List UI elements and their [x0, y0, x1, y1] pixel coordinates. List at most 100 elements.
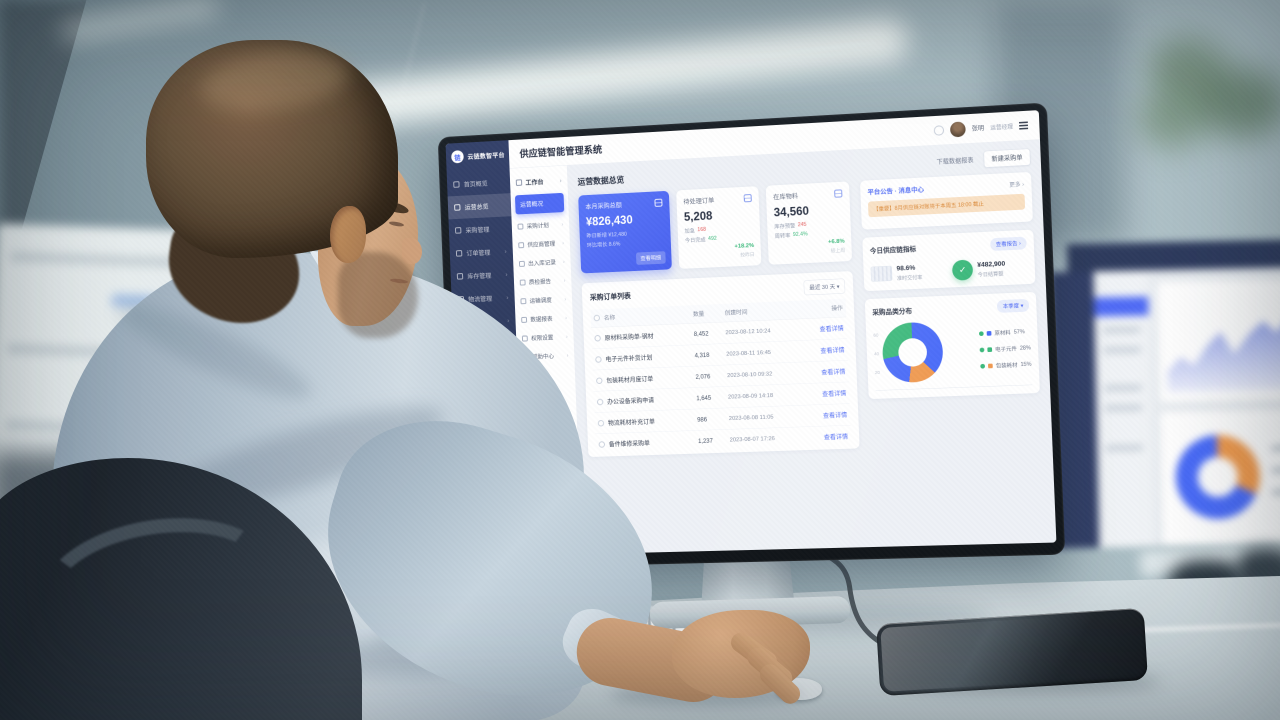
cell-action: 查看详情	[800, 316, 848, 341]
notification-icon[interactable]	[933, 124, 945, 136]
user-name: 张明	[971, 124, 985, 133]
kpi-value: 98.6%	[896, 263, 916, 273]
chevron-right-icon: ›	[565, 333, 568, 340]
stat-line-label: 今日完成	[684, 236, 706, 244]
user-avatar[interactable]	[949, 121, 966, 138]
stat-line-value: 168	[697, 226, 707, 233]
row-checkbox[interactable]	[597, 419, 605, 427]
view-detail-link[interactable]: 查看详情	[819, 324, 844, 333]
legend-label: 原材料	[994, 329, 1011, 337]
view-detail-link[interactable]: 查看详情	[822, 411, 848, 420]
report-button[interactable]: 查看报告 ›	[989, 236, 1027, 252]
submenu-item-label: 供应商管理	[527, 241, 556, 249]
export-button[interactable]: 下载数据报表	[936, 156, 974, 166]
sidebar-item-label: 物流管理	[468, 295, 493, 304]
kpi-item: ✓ ¥482,900 今日结算额	[951, 257, 1028, 281]
kpi-body: 98.6% 准时交付率 ✓ ¥482,900	[870, 257, 1027, 284]
stat-title: 待处理订单	[683, 196, 715, 206]
cell-qty: 1,645	[692, 386, 726, 410]
submenu-top-label: 工作台	[525, 178, 544, 187]
menu-icon	[454, 227, 462, 234]
axis-tick: 20	[874, 369, 880, 376]
blurred-legend	[1271, 467, 1280, 473]
table-filter-select[interactable]: 最近 30 天 ▾	[803, 278, 846, 296]
donut-chart-card: 采购品类分布 本季度 ▾ 60 40 20	[864, 291, 1040, 400]
user-role: 运营经理	[990, 123, 1014, 131]
document-icon	[743, 193, 752, 203]
section-title: 运营数据总览	[577, 175, 625, 187]
chevron-right-icon: ›	[565, 315, 568, 322]
cell-time: 2023-08-08 11:05	[725, 405, 805, 430]
cell-qty: 2,076	[692, 365, 725, 388]
person-beard-stubble	[338, 252, 418, 338]
cell-action: 查看详情	[802, 381, 850, 406]
header-actions: 张明 运营经理	[933, 118, 1028, 138]
cell-qty: 986	[693, 407, 727, 431]
row-checkbox[interactable]	[594, 334, 601, 342]
kpi-value: ¥482,900	[977, 259, 1006, 269]
announcement-banner[interactable]: 【重要】8月供应链对账将于本周五 18:00 截止	[867, 193, 1026, 218]
stat-card-primary: 本月采购总额 ¥826,430 昨日新增 ¥12,480 环比增长 8.6% 查…	[578, 190, 672, 274]
chevron-down-icon: ›	[506, 293, 509, 301]
view-detail-link[interactable]: 查看详情	[823, 432, 849, 441]
background-monitor-right	[1049, 232, 1280, 549]
column-qty: 数量	[689, 303, 723, 324]
submenu-item-label: 权限设置	[531, 334, 554, 342]
blurred-header-bar	[1066, 239, 1280, 273]
sidebar-item[interactable]: 订单管理 ›	[449, 239, 513, 265]
chevron-down-icon: ›	[504, 247, 507, 255]
legend-value: 15%	[1020, 361, 1032, 368]
orders-table-card: 采购订单列表 最近 30 天 ▾ 名称 数量	[581, 271, 860, 458]
folder-icon	[515, 179, 523, 186]
clipboard-icon	[654, 198, 663, 207]
chevron-right-icon: ›	[561, 221, 564, 228]
legend-label: 包装耗材	[995, 361, 1018, 369]
donut-body: 60 40 20 原材料	[873, 318, 1032, 384]
row-checkbox[interactable]	[595, 355, 602, 363]
sidebar-item[interactable]: 库存管理 ›	[450, 262, 514, 288]
detail-button[interactable]: 查看明细	[635, 251, 666, 265]
legend-item: 原材料 57%	[978, 328, 1030, 338]
sidebar-item[interactable]: 采购管理 ›	[449, 216, 513, 242]
donut-chart	[881, 321, 944, 384]
stat-line-value: 492	[707, 235, 717, 242]
legend-swatch-icon	[987, 347, 993, 352]
donut-legend: 原材料 57% 电子元件 28%	[978, 328, 1032, 370]
submenu-item[interactable]: 运输调度 ›	[514, 290, 572, 311]
view-detail-link[interactable]: 查看详情	[821, 367, 846, 376]
stat-value: 5,208	[683, 209, 713, 224]
menu-icon	[455, 250, 463, 257]
select-all-checkbox[interactable]	[593, 314, 601, 322]
row-checkbox[interactable]	[596, 377, 603, 384]
view-detail-link[interactable]: 查看详情	[821, 389, 847, 398]
cell-time: 2023-08-11 16:45	[722, 340, 802, 366]
cell-qty: 4,318	[691, 343, 724, 367]
sidebar-item[interactable]: 首页概览 ›	[447, 170, 511, 196]
submenu-item-label: 采购计划	[526, 222, 549, 230]
stat-line-value: 245	[797, 221, 807, 228]
row-checkbox[interactable]	[596, 398, 604, 406]
legend-dot-icon	[978, 331, 984, 336]
submenu-item-active[interactable]: 运营概况	[514, 192, 565, 215]
left-column: 本月采购总额 ¥826,430 昨日新增 ¥12,480 环比增长 8.6% 查…	[578, 181, 860, 458]
cell-time: 2023-08-09 14:18	[724, 383, 804, 408]
submenu-item[interactable]: 数据报表 ›	[515, 308, 573, 329]
hamburger-menu-icon[interactable]	[1018, 121, 1028, 124]
stat-line-label: 库存预警	[774, 222, 796, 230]
stat-value: ¥826,430	[585, 213, 633, 229]
submenu-item-label: 数据报表	[530, 316, 553, 324]
stat-line: 环比增长 8.6%	[586, 240, 621, 249]
trend-badge: +18.2%	[734, 242, 755, 250]
create-order-button[interactable]: 新建采购单	[983, 148, 1031, 168]
period-select[interactable]: 本季度 ▾	[996, 298, 1030, 313]
sidebar-item[interactable]: 运营总览 ›	[447, 193, 512, 220]
row-checkbox[interactable]	[598, 440, 606, 448]
more-link[interactable]: 更多 ›	[1009, 181, 1025, 189]
blurred-menu-row	[1104, 404, 1143, 412]
submenu-top-item[interactable]: 工作台 ›	[510, 169, 568, 193]
sidebar-item-label: 首页概览	[463, 180, 488, 189]
kpi-card: 今日供应链指标 查看报告 › 98.6%	[862, 229, 1036, 292]
office-plant	[1128, 28, 1280, 178]
chevron-right-icon: ›	[559, 176, 562, 184]
view-detail-link[interactable]: 查看详情	[820, 346, 845, 355]
